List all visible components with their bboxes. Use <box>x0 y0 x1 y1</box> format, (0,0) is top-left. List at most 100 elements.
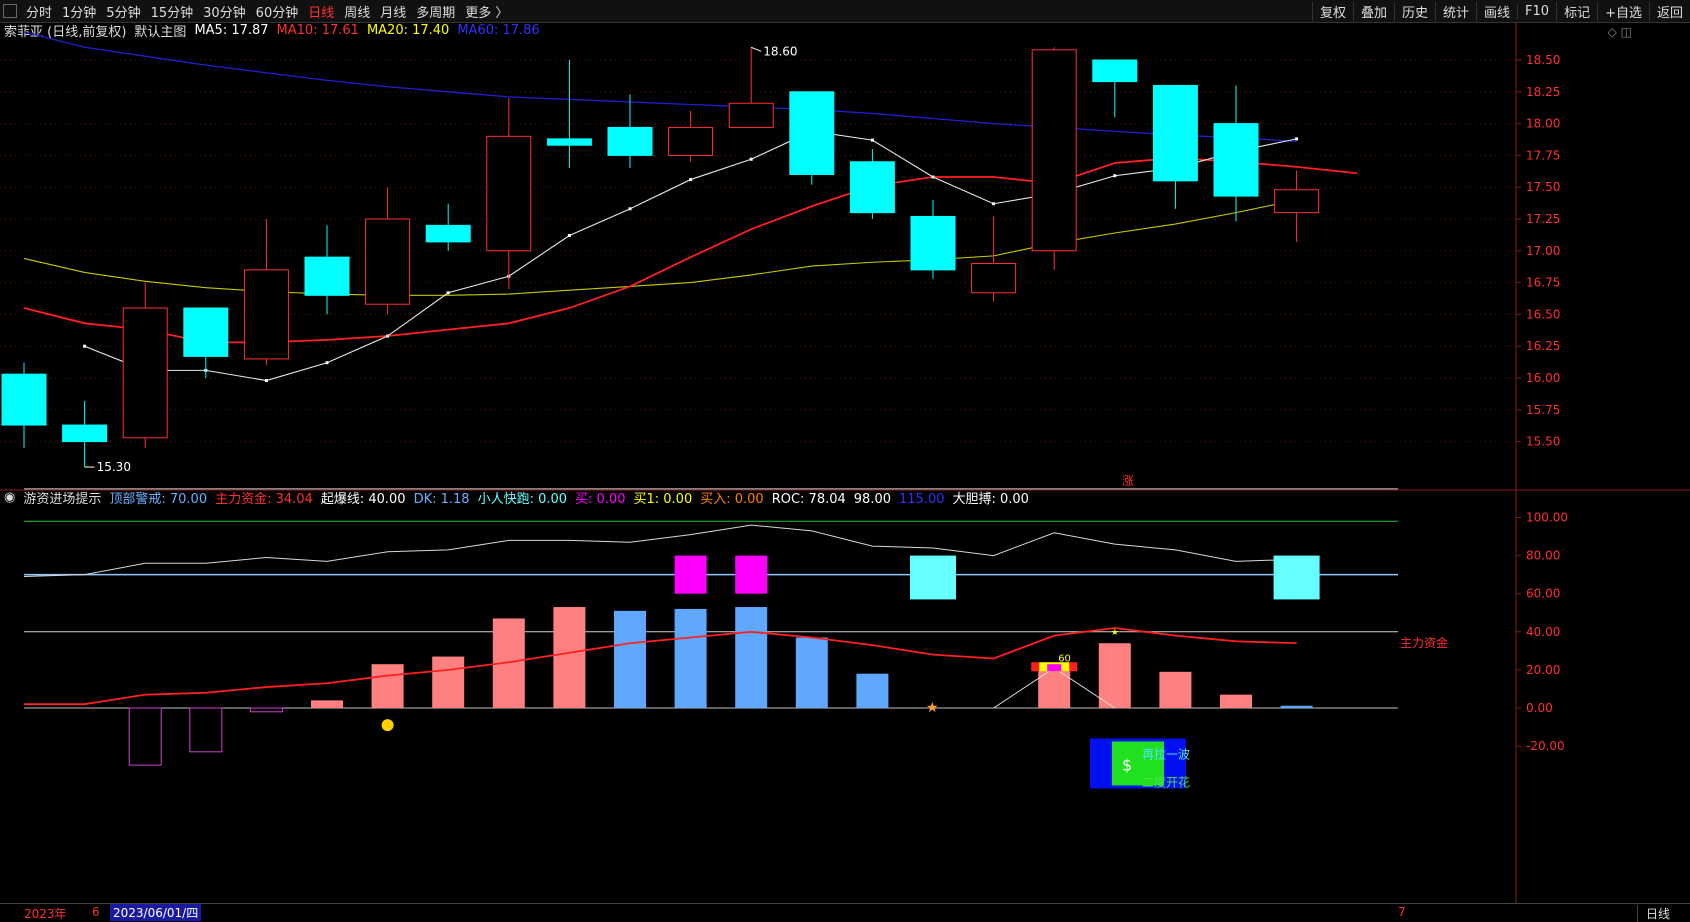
period-tab-6[interactable]: 日线 <box>308 5 335 21</box>
period-tabs: 分时 1分钟 5分钟 15分钟 30分钟 60分钟 日线 周线 月线 多周期 更多 〉 <box>21 2 513 21</box>
ytick-label-1: 18.25 <box>1526 85 1560 99</box>
ma5-point-15 <box>992 202 996 206</box>
dk-bar-20 <box>1220 694 1252 708</box>
ma5-point-4 <box>325 361 329 365</box>
candle-body-16 <box>971 263 1017 294</box>
ma5-point-20 <box>1295 137 1299 141</box>
toolbar-action-1[interactable]: 叠加 <box>1352 1 1394 21</box>
period-tab-8[interactable]: 月线 <box>380 5 407 21</box>
candle-body-20 <box>1213 123 1259 197</box>
indicator-toggle-icon[interactable]: ◉ <box>4 489 16 505</box>
ytick-label-3: 17.75 <box>1526 148 1560 162</box>
toolbar-action-5[interactable]: F10 <box>1517 3 1556 19</box>
dk-bar-3 <box>189 707 223 753</box>
period-tab-3[interactable]: 15分钟 <box>150 5 194 21</box>
period-tab-10[interactable]: 更多 〉 <box>465 5 509 21</box>
candle-body-3 <box>183 307 229 357</box>
dk-bar-10 <box>614 610 646 708</box>
ma5-point-10 <box>689 178 693 182</box>
candle-body-12 <box>728 102 774 128</box>
dk-bar-13 <box>795 637 828 708</box>
ytick-label-8: 16.50 <box>1526 307 1560 321</box>
indicator-value-5: 买: 0.00 <box>575 491 626 507</box>
toolbar-action-3[interactable]: 统计 <box>1435 1 1476 21</box>
ytick-label-6: 17.00 <box>1526 244 1560 258</box>
candle-body-2 <box>122 307 168 439</box>
toolbar-action-4[interactable]: 画线 <box>1476 1 1517 21</box>
template-name[interactable]: 默认主图 <box>134 24 187 40</box>
dk-bar-5 <box>311 700 343 708</box>
ma5-point-8 <box>567 234 571 238</box>
candle-body-14 <box>849 161 895 214</box>
candle-body-4 <box>243 269 289 360</box>
candle-5 <box>304 225 350 315</box>
dk-bar-14 <box>856 673 889 708</box>
ma5-point-14 <box>931 175 935 179</box>
money-bag-icon: $ <box>1122 755 1132 774</box>
ma5-point-17 <box>1113 174 1117 178</box>
toolbar-action-2[interactable]: 历史 <box>1393 1 1435 21</box>
candle-body-11 <box>668 126 714 156</box>
candle-1 <box>62 400 108 468</box>
candle-10 <box>607 94 653 169</box>
candle-body-18 <box>1092 59 1138 83</box>
dk-bar-17 <box>1038 666 1071 708</box>
roc-line <box>23 524 1297 578</box>
period-tab-2[interactable]: 5分钟 <box>106 5 141 21</box>
sub-ytick-label-3: 40.00 <box>1526 625 1560 639</box>
indicator-value-0: 顶部警戒: 70.00 <box>109 491 208 507</box>
indicator-name[interactable]: 游资进场提示 <box>23 491 102 507</box>
period-tab-1[interactable]: 1分钟 <box>62 5 97 21</box>
indicator-values: 顶部警戒: 70.00 主力资金: 34.04 起爆线: 40.00 DK: 1.18… <box>109 488 1037 507</box>
candle-18 <box>1092 59 1138 118</box>
chart-canvas[interactable]: 18.50 18.25 18.00 17.75 17.50 17.25 17.00 16.75… <box>0 22 1690 903</box>
candle-7 <box>425 203 471 251</box>
period-tab-7[interactable]: 周线 <box>344 5 371 21</box>
signal-block-inner <box>1112 741 1164 786</box>
signal-marker: 涨 <box>1122 473 1134 488</box>
candle-body-13 <box>789 91 835 175</box>
ma20-label: MA20: 17.40 <box>366 22 450 38</box>
candle-21 <box>1274 170 1320 242</box>
panel-toggle-icon[interactable] <box>3 4 17 18</box>
ytick-label-0: 18.50 <box>1526 53 1560 67</box>
candle-body-19 <box>1152 84 1198 182</box>
candle-11 <box>668 110 714 162</box>
star-icon: ★ <box>1111 628 1119 638</box>
period-tab-9[interactable]: 多周期 <box>416 5 456 21</box>
buy-signal-1 <box>735 555 768 594</box>
main-legend: 索菲亚 (日线,前复权) 默认主图 MA5: 17.87 MA10: 17.61… <box>4 21 548 40</box>
panel-controls[interactable]: ◇ ◫ <box>1607 25 1632 39</box>
toolbar-action-7[interactable]: +自选 <box>1597 1 1649 21</box>
sub-ytick-label-4: 20.00 <box>1526 663 1560 677</box>
mode-label[interactable]: 日线 <box>1636 905 1670 922</box>
candle-19 <box>1152 84 1198 209</box>
dk-bar-11 <box>674 608 707 708</box>
main-funds-label: 主力资金 <box>1400 635 1448 650</box>
ma10-label: MA10: 17.61 <box>276 22 359 38</box>
candle-body-0 <box>1 373 47 426</box>
indicator-value-11: 大胆搏: 0.00 <box>952 491 1029 507</box>
sub-ytick-label-0: 100.00 <box>1526 511 1568 525</box>
toolbar-action-8[interactable]: 返回 <box>1648 1 1690 21</box>
indicator-value-6: 买1: 0.00 <box>633 491 693 507</box>
ytick-label-11: 15.75 <box>1526 403 1560 417</box>
toolbar-action-0[interactable]: 复权 <box>1311 1 1353 21</box>
ma60-label: MA60: 17.86 <box>457 22 540 38</box>
candle-9 <box>546 60 592 169</box>
dk-bar-21 <box>1280 705 1313 708</box>
peak-label: 60 <box>1058 653 1071 664</box>
period-tab-5[interactable]: 60分钟 <box>255 5 299 21</box>
period-tab-0[interactable]: 分时 <box>26 5 53 21</box>
sub-ytick-label-1: 80.00 <box>1526 549 1560 563</box>
candle-0 <box>1 362 47 448</box>
dk-bar-2 <box>128 707 162 766</box>
candle-body-21 <box>1274 189 1320 214</box>
period-tab-4[interactable]: 30分钟 <box>203 5 246 21</box>
indicator-value-3: DK: 1.18 <box>413 491 470 507</box>
run-signal-1 <box>1273 555 1320 600</box>
signal-label-2: 二度开花 <box>1142 774 1190 789</box>
stock-title: 索菲亚 (日线,前复权) <box>4 24 127 40</box>
sub-legend: ◉ 游资进场提示 顶部警戒: 70.00 主力资金: 34.04 起爆线: 40.0… <box>4 488 1037 507</box>
toolbar-action-6[interactable]: 标记 <box>1556 1 1597 21</box>
